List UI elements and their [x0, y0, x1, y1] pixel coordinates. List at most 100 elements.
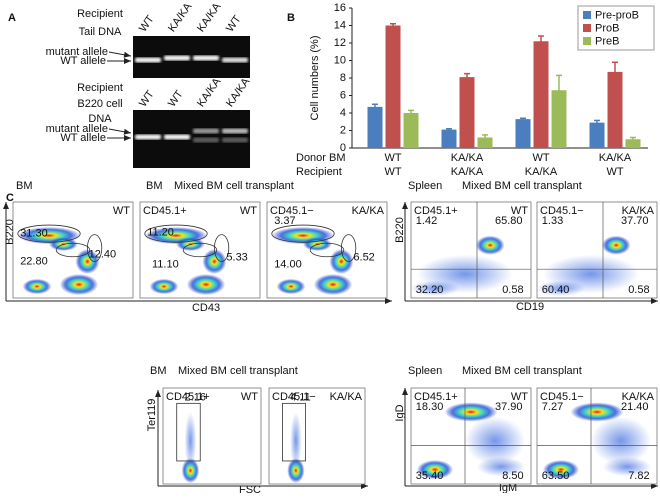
x-tick-label: KA/KA — [451, 152, 484, 164]
gate — [214, 234, 230, 262]
band-label: mutant allele — [46, 123, 108, 135]
gel-band — [135, 57, 161, 63]
x-tick-label: WT — [384, 166, 401, 178]
flow-plot — [268, 387, 366, 485]
lane-label: WT — [137, 88, 157, 109]
density-blob — [329, 249, 354, 274]
axis-label: IgD — [394, 404, 406, 421]
density-blob — [591, 416, 651, 465]
y-tick-label: 12 — [334, 37, 346, 49]
density-blob — [537, 280, 585, 297]
bar — [607, 71, 623, 148]
density-blob — [276, 278, 306, 295]
x-tick-label: KA/KA — [451, 166, 484, 178]
band-label: WT allele — [60, 55, 106, 67]
panel-label: C — [6, 192, 14, 204]
gel-title: Tail DNA — [79, 26, 122, 38]
gel-title: Recipient — [77, 82, 123, 94]
gate — [271, 224, 335, 243]
x-tick-label: WT — [606, 166, 623, 178]
group-subtitle: Mixed BM cell transplant — [174, 180, 294, 192]
gate-value: 22.80 — [20, 255, 48, 267]
genotype-label: WT — [511, 205, 528, 217]
lane-label: WT — [166, 88, 186, 109]
genotype-label: WT — [113, 205, 130, 217]
group-title: BM — [146, 180, 163, 192]
y-tick-label: 16 — [334, 2, 346, 14]
gel-band — [193, 128, 219, 134]
sample-label: CD45.1− — [270, 205, 314, 217]
density-blob — [287, 458, 305, 484]
legend-label: Pre-proB — [595, 9, 639, 21]
gate-value: 14.00 — [274, 258, 302, 270]
gel-title: Recipient — [77, 8, 123, 20]
gate-value: 63.50 — [542, 470, 570, 482]
genotype-label: KA/KA — [622, 205, 655, 217]
panel-label: A — [8, 12, 16, 24]
gate — [182, 242, 218, 258]
lane-label: KA/KA — [224, 75, 253, 109]
sample-label: CD45.1− — [540, 391, 584, 403]
lane-label: WT — [137, 13, 157, 34]
group-title: Spleen — [408, 180, 442, 192]
group-title: Spleen — [408, 365, 442, 377]
gel-band — [222, 128, 248, 134]
sample-label: CD45.1− — [272, 391, 316, 403]
gel-band — [164, 55, 190, 61]
axis-label: FSC — [239, 484, 261, 493]
band-arrow — [108, 128, 132, 135]
density-blob — [543, 460, 579, 480]
band-arrow — [108, 51, 132, 58]
gate-value: 7.27 — [542, 401, 563, 413]
axis-label: Ter119 — [146, 399, 158, 432]
row-label: Donor BM — [296, 152, 346, 164]
gate-value: 37.70 — [621, 215, 649, 227]
lane-label: KA/KA — [166, 0, 195, 34]
density-blob — [186, 274, 226, 296]
gate-value: 32.20 — [416, 284, 444, 296]
y-tick-label: 6 — [340, 89, 346, 101]
x-tick-label: WT — [384, 152, 401, 164]
density-blob — [444, 402, 498, 422]
gate-value: 0.58 — [502, 284, 523, 296]
genotype-label: KA/KA — [330, 391, 363, 403]
axis-label: CD19 — [516, 301, 544, 313]
sample-label: CD45.1+ — [166, 391, 210, 403]
gel-band — [193, 55, 219, 61]
gate-value: 1.42 — [416, 215, 437, 227]
bar — [441, 129, 457, 148]
gate-value: 37.90 — [495, 401, 523, 413]
gel-band — [222, 137, 248, 143]
gel-band — [222, 57, 248, 63]
group-subtitle: Mixed BM cell transplant — [462, 180, 582, 192]
gate-value: 11.10 — [152, 258, 179, 270]
axis-label: B220 — [394, 217, 406, 243]
bar — [459, 77, 475, 148]
panel-label: B — [287, 12, 295, 24]
gel-image — [133, 36, 250, 78]
density-blob — [465, 416, 525, 465]
density-blob — [290, 412, 302, 470]
y-tick-label: 0 — [340, 142, 346, 154]
density-blob — [475, 235, 505, 255]
sample-label: CD45.1+ — [414, 205, 458, 217]
density-blob — [202, 249, 227, 274]
gate-value: 35.40 — [416, 470, 444, 482]
sample-label: CD45.1+ — [414, 391, 458, 403]
gate-value: 7.82 — [628, 470, 649, 482]
gate-value: 21.40 — [621, 401, 649, 413]
axis-label: CD43 — [192, 302, 220, 314]
gate-value: 60.40 — [542, 284, 570, 296]
density-blob — [184, 412, 197, 470]
y-tick-label: 2 — [340, 124, 346, 136]
density-blob — [313, 274, 353, 296]
axis-label: IgM — [499, 482, 517, 493]
genotype-label: KA/KA — [352, 205, 385, 217]
sample-label: CD45.1+ — [143, 205, 187, 217]
gate-value: 2.16 — [185, 392, 206, 404]
bar — [589, 122, 605, 148]
genotype-label: WT — [511, 391, 528, 403]
band-label: WT allele — [60, 132, 106, 144]
bar — [385, 25, 401, 148]
